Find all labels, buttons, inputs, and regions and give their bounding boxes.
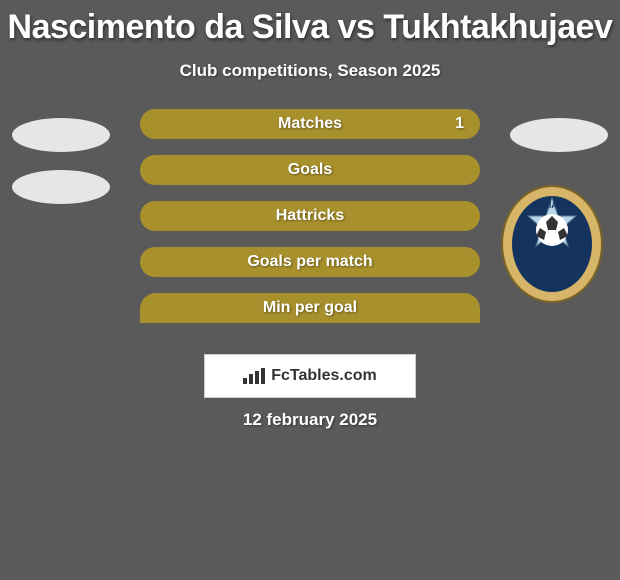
right-player-placeholder [510,118,608,170]
stat-label: Min per goal [263,299,357,317]
avatar-placeholder [12,170,110,204]
stat-label: Goals per match [247,253,372,271]
stat-label: Goals [288,161,332,179]
stat-value-right: 1 [455,115,464,133]
stat-row-hattricks: Hattricks [140,201,480,231]
stat-label: Matches [278,115,342,133]
bar-chart-icon [243,368,265,384]
club-badge: OLMALIQ [500,176,604,304]
page-subtitle: Club competitions, Season 2025 [0,61,620,81]
stat-label: Hattricks [276,207,344,225]
attribution-badge: FcTables.com [204,354,416,398]
stat-row-matches: Matches 1 [140,109,480,139]
club-crest-icon: OLMALIQ [500,176,604,304]
attribution-text: FcTables.com [271,367,377,385]
date-text: 12 february 2025 [0,410,620,430]
page-title: Nascimento da Silva vs Tukhtakhujaev [0,0,620,47]
avatar-placeholder [510,118,608,152]
avatar-placeholder [12,118,110,152]
stat-row-goals: Goals [140,155,480,185]
svg-text:OLMALIQ: OLMALIQ [534,201,571,210]
stat-row-min-per-goal: Min per goal [140,293,480,323]
left-player-placeholder [12,118,110,222]
stat-row-goals-per-match: Goals per match [140,247,480,277]
